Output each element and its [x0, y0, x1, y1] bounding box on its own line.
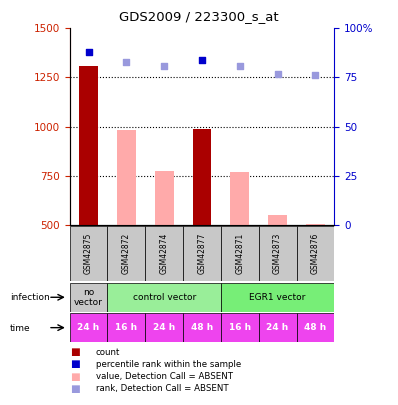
- Text: 16 h: 16 h: [115, 323, 137, 332]
- Text: count: count: [96, 348, 120, 357]
- Text: GSM42874: GSM42874: [160, 233, 169, 274]
- Point: [85, 49, 92, 55]
- Text: 48 h: 48 h: [191, 323, 213, 332]
- Bar: [70, 226, 107, 281]
- Text: 24 h: 24 h: [267, 323, 289, 332]
- Bar: [297, 226, 334, 281]
- Bar: [107, 226, 145, 281]
- Text: ■: ■: [70, 347, 79, 357]
- Text: 16 h: 16 h: [229, 323, 251, 332]
- Bar: [259, 226, 297, 281]
- Bar: [221, 313, 259, 342]
- Bar: [268, 215, 287, 225]
- Text: GSM42875: GSM42875: [84, 233, 93, 274]
- Text: GDS2009 / 223300_s_at: GDS2009 / 223300_s_at: [119, 10, 279, 23]
- Text: control vector: control vector: [133, 293, 196, 302]
- Point: [275, 70, 281, 77]
- Bar: [193, 128, 211, 225]
- Text: GSM42871: GSM42871: [235, 233, 244, 274]
- Text: 24 h: 24 h: [153, 323, 175, 332]
- Text: rank, Detection Call = ABSENT: rank, Detection Call = ABSENT: [96, 384, 228, 393]
- Bar: [70, 313, 107, 342]
- Bar: [306, 224, 325, 225]
- Bar: [145, 313, 183, 342]
- Point: [236, 62, 243, 69]
- Text: 48 h: 48 h: [304, 323, 326, 332]
- Text: ■: ■: [70, 372, 79, 382]
- Text: percentile rank within the sample: percentile rank within the sample: [96, 360, 241, 369]
- Bar: [221, 283, 334, 312]
- Point: [123, 58, 130, 65]
- Bar: [117, 130, 136, 225]
- Point: [161, 62, 168, 69]
- Bar: [183, 313, 221, 342]
- Text: ■: ■: [70, 384, 79, 394]
- Text: 24 h: 24 h: [78, 323, 100, 332]
- Bar: [79, 66, 98, 225]
- Bar: [297, 313, 334, 342]
- Text: no
vector: no vector: [74, 288, 103, 307]
- Bar: [145, 226, 183, 281]
- Text: EGR1 vector: EGR1 vector: [250, 293, 306, 302]
- Text: infection: infection: [10, 293, 50, 302]
- Text: GSM42876: GSM42876: [311, 233, 320, 274]
- Bar: [183, 226, 221, 281]
- Text: value, Detection Call = ABSENT: value, Detection Call = ABSENT: [96, 372, 232, 381]
- Bar: [259, 313, 297, 342]
- Bar: [221, 226, 259, 281]
- Bar: [107, 313, 145, 342]
- Text: GSM42872: GSM42872: [122, 233, 131, 274]
- Text: ■: ■: [70, 360, 79, 369]
- Bar: [230, 172, 249, 225]
- Point: [312, 72, 319, 79]
- Bar: [70, 283, 107, 312]
- Point: [199, 57, 205, 63]
- Text: GSM42877: GSM42877: [197, 233, 207, 274]
- Bar: [155, 171, 174, 225]
- Bar: [107, 283, 221, 312]
- Text: time: time: [10, 324, 31, 333]
- Text: GSM42873: GSM42873: [273, 233, 282, 274]
